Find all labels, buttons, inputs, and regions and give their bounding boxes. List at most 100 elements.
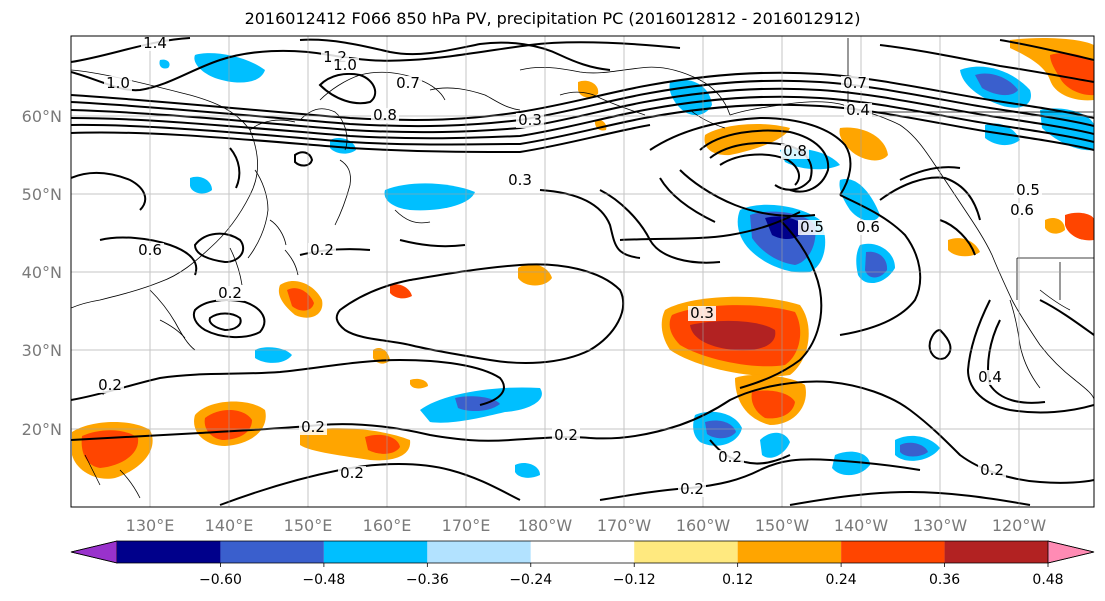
colorbar-extend-max — [1047, 540, 1095, 564]
contour-labels: 1.41.01.21.00.70.8 0.30.30.20.60.20.20.2 0… — [96, 34, 1042, 498]
positive-precip-patch — [287, 288, 314, 311]
positive-precip-patch — [390, 284, 412, 299]
positive-precip-patch — [690, 320, 776, 351]
positive-precip-patch — [839, 127, 888, 161]
contour-label-bg — [678, 482, 706, 497]
negative-precip-patch — [159, 59, 170, 69]
latitude-label: 20°N — [22, 420, 62, 439]
contour-label: 0.6 — [1010, 201, 1034, 219]
longitude-label: 170°E — [442, 516, 491, 535]
contour-label: 1.0 — [333, 56, 357, 74]
colorbar-tick-label: −0.36 — [406, 572, 449, 588]
longitude-label: 150°W — [755, 516, 810, 535]
negative-precip-patch — [194, 53, 265, 83]
negative-precip-patch — [975, 73, 1018, 96]
contour-label: 0.2 — [680, 480, 704, 498]
precip-shading — [72, 37, 1094, 479]
positive-precip-patch — [81, 430, 139, 468]
colorbar-tick-label: 0.48 — [1032, 572, 1063, 588]
contour-label: 0.3 — [690, 304, 714, 322]
colorbar-segment — [634, 541, 738, 563]
contour-label: 0.2 — [340, 464, 364, 482]
contour-label: 0.4 — [846, 101, 870, 119]
colorbar-segment — [944, 541, 1048, 563]
latitude-label: 60°N — [22, 107, 62, 126]
colorbar-segment — [323, 541, 428, 563]
contour-label: 0.6 — [856, 218, 880, 236]
colorbar-tick-label: −0.12 — [613, 572, 656, 588]
colorbar-segment — [117, 541, 221, 563]
longitude-label: 140°W — [834, 516, 889, 535]
positive-precip-patch — [578, 80, 599, 98]
contour-label: 1.4 — [143, 34, 167, 52]
contour-label: 0.4 — [978, 368, 1002, 386]
contour-label-bg — [299, 420, 327, 435]
coastlines — [71, 38, 1094, 499]
contour-label: 0.2 — [980, 461, 1004, 479]
contour-label-bg — [371, 108, 399, 123]
positive-precip-patch — [751, 390, 795, 419]
latitude-label: 30°N — [22, 341, 62, 360]
contour-label: 1.0 — [106, 74, 130, 92]
colorbar — [70, 540, 1095, 564]
colorbar-tick-labels: −0.60 −0.48 −0.36 −0.24 −0.12 0.12 0.24 0.36 0.4… — [199, 563, 1064, 588]
latitude-labels: 60°N 50°N 40°N 30°N 20°N — [22, 107, 62, 439]
longitude-label: 170°W — [597, 516, 652, 535]
contour-label: 0.2 — [310, 241, 334, 259]
positive-precip-patch — [1065, 212, 1094, 241]
contour-label-bg — [104, 76, 132, 91]
colorbar-tick-label: −0.48 — [302, 572, 345, 588]
contour-label: 0.2 — [554, 426, 578, 444]
negative-precip-patch — [900, 442, 928, 457]
colorbar-tick-label: 0.24 — [826, 572, 857, 588]
contour-label-bg — [394, 76, 422, 91]
contour-label-bg — [844, 103, 872, 118]
contour-label-bg — [216, 286, 244, 301]
contour-label-bg — [716, 450, 744, 465]
colorbar-tick-label: −0.60 — [199, 572, 242, 588]
contour-label-bg — [506, 173, 534, 188]
positive-precip-patch — [948, 238, 980, 257]
longitude-labels: 130°E 140°E 150°E 160°E 170°E 180°W 170°W 160°W… — [126, 516, 1047, 535]
longitude-label: 140°E — [205, 516, 254, 535]
contour-label: 0.8 — [783, 142, 807, 160]
latitude-label: 40°N — [22, 263, 62, 282]
contour-label-bg — [841, 76, 869, 91]
contour-label: 0.3 — [508, 171, 532, 189]
colorbar-segment — [427, 541, 531, 563]
contour-label-bg — [798, 220, 826, 235]
longitude-label: 150°E — [284, 516, 333, 535]
negative-precip-patch — [515, 463, 540, 478]
contour-label-bg — [331, 58, 359, 73]
contour-label: 0.2 — [98, 376, 122, 394]
colorbar-extend-min — [70, 540, 118, 564]
negative-precip-patch — [255, 347, 292, 363]
contour-label-bg — [552, 428, 580, 443]
contour-label-bg — [308, 243, 336, 258]
pv-contours — [71, 37, 1094, 506]
positive-precip-patch — [410, 378, 428, 389]
contour-label-bg — [781, 144, 809, 159]
contour-label: 0.8 — [373, 106, 397, 124]
contour-label-bg — [688, 306, 716, 321]
contour-label-bg — [1008, 203, 1036, 218]
contour-label-bg — [1014, 183, 1042, 198]
map-title: 2016012412 F066 850 hPa PV, precipitatio… — [244, 9, 861, 28]
negative-precip-patch — [865, 251, 888, 278]
contour-label: 0.6 — [138, 241, 162, 259]
longitude-label: 120°W — [992, 516, 1047, 535]
colorbar-tick-label: 0.36 — [929, 572, 960, 588]
contour-label: 0.2 — [301, 418, 325, 436]
contour-label: 0.7 — [396, 74, 420, 92]
contour-label-bg — [516, 113, 544, 128]
contour-label-bg — [141, 36, 169, 51]
contour-label: 0.3 — [518, 111, 542, 129]
longitude-label: 130°W — [913, 516, 968, 535]
colorbar-tick-label: −0.24 — [509, 572, 552, 588]
contour-label: 0.2 — [218, 284, 242, 302]
colorbar-tick-label: 0.12 — [722, 572, 753, 588]
longitude-label: 160°W — [676, 516, 731, 535]
positive-precip-patch — [1050, 52, 1094, 96]
contour-label: 0.2 — [718, 448, 742, 466]
